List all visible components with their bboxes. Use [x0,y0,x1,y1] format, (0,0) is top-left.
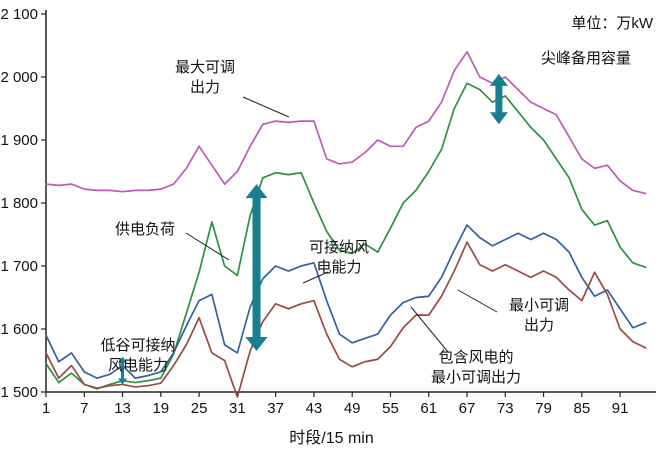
svg-text:2 000: 2 000 [0,69,38,86]
max-output-label: 最大可调 出力 [174,59,235,96]
svg-text:1 500: 1 500 [0,384,38,401]
peak-reserve-label: 尖峰备用容量 [540,50,631,67]
svg-text:1 800: 1 800 [0,195,38,212]
svg-text:31: 31 [229,400,246,417]
svg-text:73: 73 [497,400,514,417]
svg-text:49: 49 [344,400,361,417]
svg-text:1: 1 [42,400,50,417]
svg-text:37: 37 [267,400,284,417]
svg-text:55: 55 [382,400,399,417]
svg-text:2 100: 2 100 [0,6,38,23]
svg-text:43: 43 [306,400,323,417]
svg-text:1 600: 1 600 [0,321,38,338]
load-label: 供电负荷 [114,221,175,238]
svg-text:61: 61 [420,400,437,417]
svg-text:79: 79 [535,400,552,417]
svg-text:13: 13 [114,400,131,417]
min-output-with-wind-label: 包含风电的 最小可调出力 [430,349,521,386]
svg-text:85: 85 [573,400,590,417]
unit-label: 单位：万kW [571,15,653,32]
valley-wind-acceptance-label: 低谷可接纳 风电能力 [100,337,176,374]
x-axis-title: 时段/15 min [289,430,374,447]
svg-text:7: 7 [80,400,88,417]
svg-text:19: 19 [152,400,169,417]
wind-acceptance-label: 可接纳风 电能力 [308,239,369,276]
svg-text:1 900: 1 900 [0,132,38,149]
svg-text:67: 67 [459,400,476,417]
svg-text:25: 25 [191,400,208,417]
min-output-label: 最小可调 出力 [508,297,569,334]
svg-text:91: 91 [612,400,629,417]
svg-text:1 700: 1 700 [0,258,38,275]
